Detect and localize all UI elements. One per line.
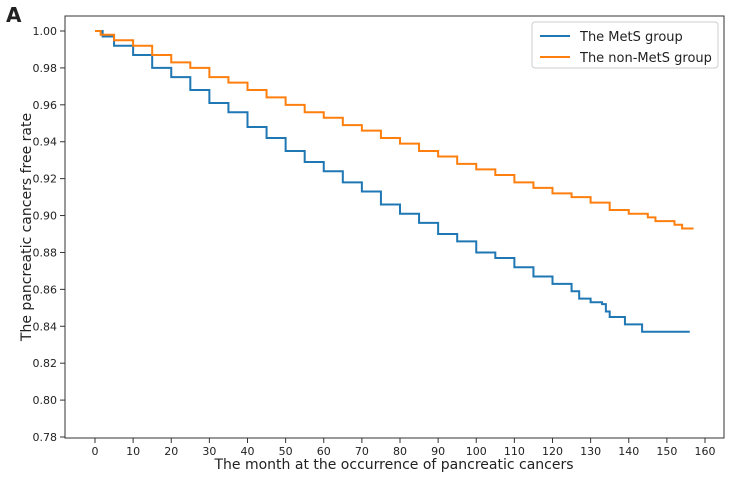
- legend-label: The MetS group: [579, 30, 683, 45]
- y-tick-label: 0.98: [33, 62, 58, 75]
- x-tick-label: 130: [580, 445, 601, 458]
- x-tick-label: 150: [656, 445, 677, 458]
- x-tick-label: 20: [164, 445, 178, 458]
- x-tick-label: 40: [241, 445, 255, 458]
- x-tick-label: 30: [202, 445, 216, 458]
- y-tick-label: 1.00: [33, 25, 58, 38]
- series-line-0: [95, 30, 690, 333]
- x-axis-label: The month at the occurrence of pancreati…: [213, 457, 573, 473]
- plot-frame: [64, 15, 725, 439]
- y-tick-label: 0.78: [33, 431, 58, 444]
- x-tick-label: 50: [279, 445, 293, 458]
- y-tick-label: 0.86: [33, 283, 58, 296]
- x-tick-label: 100: [466, 445, 487, 458]
- series-line-1: [95, 30, 694, 230]
- y-tick-label: 0.92: [33, 173, 58, 186]
- y-tick-label: 0.96: [33, 99, 58, 112]
- x-tick-label: 140: [618, 445, 639, 458]
- x-tick-label: 70: [355, 445, 369, 458]
- x-tick-label: 120: [542, 445, 563, 458]
- y-tick-label: 0.94: [33, 136, 58, 149]
- x-tick-label: 80: [393, 445, 407, 458]
- y-tick-label: 0.84: [33, 320, 58, 333]
- x-tick-label: 0: [92, 445, 99, 458]
- panel-label: A: [6, 3, 22, 27]
- legend: The MetS group The non-MetS group: [531, 21, 719, 69]
- x-tick-label: 90: [431, 445, 445, 458]
- y-axis-label: The pancreatic cancers free rate: [19, 113, 35, 342]
- legend-label: The non-MetS group: [579, 51, 712, 66]
- y-tick-label: 0.90: [33, 210, 58, 223]
- y-tick-label: 0.80: [33, 394, 58, 407]
- y-tick-label: 0.88: [33, 246, 58, 259]
- x-tick-label: 60: [317, 445, 331, 458]
- x-tick-label: 10: [126, 445, 140, 458]
- y-tick-label: 0.82: [33, 357, 58, 370]
- x-tick-label: 110: [504, 445, 525, 458]
- x-tick-label: 160: [695, 445, 716, 458]
